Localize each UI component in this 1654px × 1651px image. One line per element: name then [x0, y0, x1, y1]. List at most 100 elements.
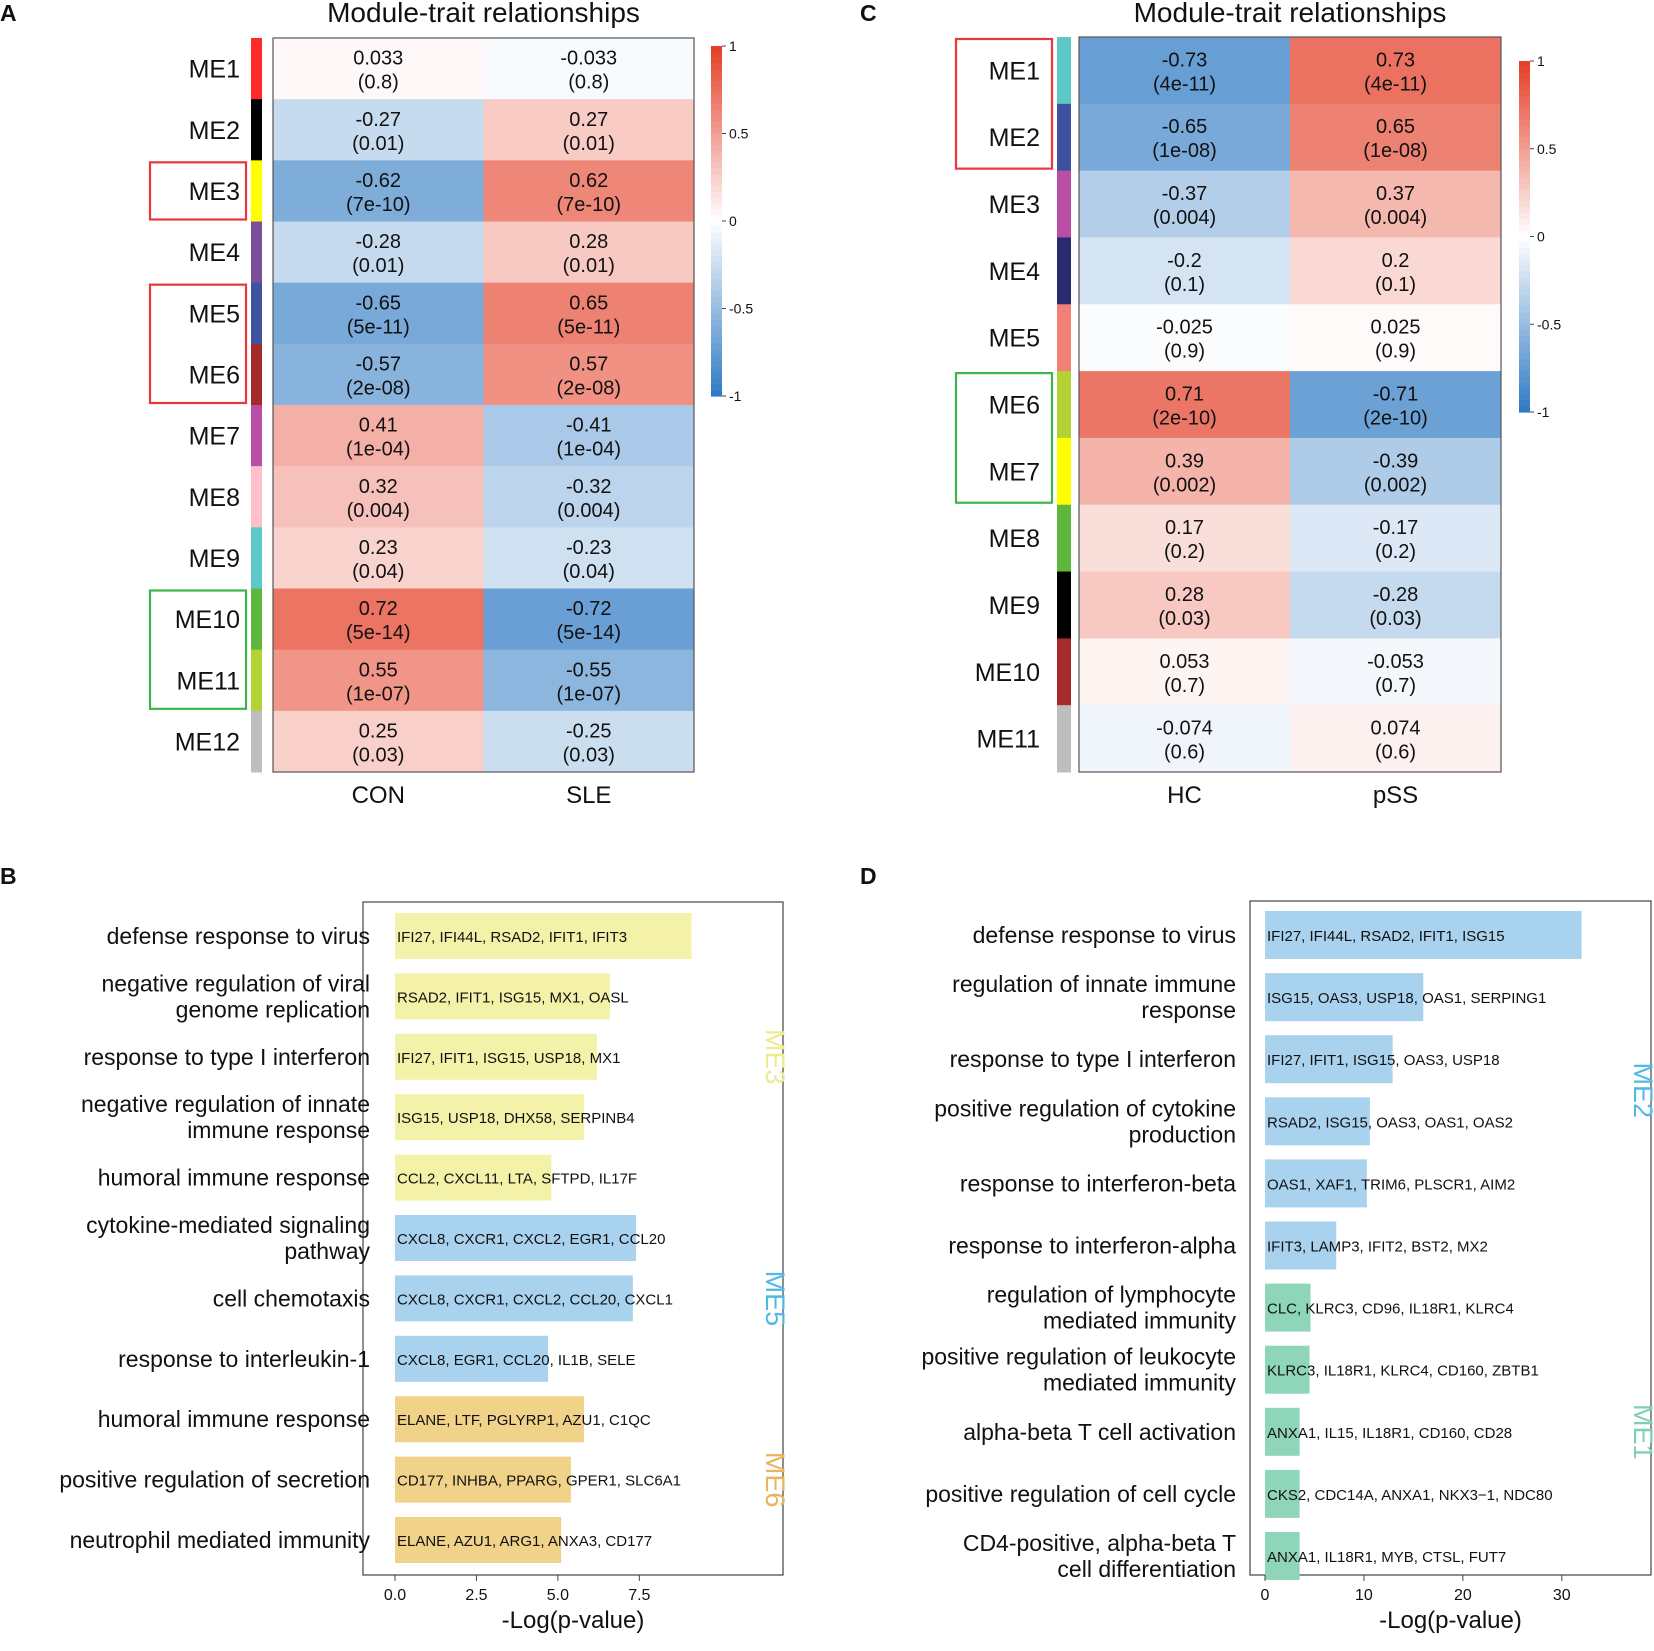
module-color-strip [1057, 237, 1071, 305]
bar-genes-bold: ANXA [1267, 1549, 1308, 1566]
cell-pvalue: (0.004) [347, 500, 410, 522]
bar-genes-rest: AZU1, C1QC [559, 1412, 651, 1429]
panel-label-a: A [0, 0, 17, 26]
term-label-line2: genome replication [176, 996, 370, 1022]
module-label: ME11 [177, 667, 240, 695]
colorbar-segment [711, 197, 722, 205]
bar-genes-bold: ISG15, OAS3, USP18, [1267, 990, 1418, 1007]
bar-genes-rest: MX1 [585, 1050, 620, 1067]
colorbar-segment [1519, 242, 1530, 249]
cell-pvalue: (1e-07) [346, 683, 410, 705]
term-label-line2: response [1141, 997, 1236, 1023]
colorbar-segment [1519, 125, 1530, 132]
cell-correlation: 0.23 [359, 537, 398, 559]
term-label-line1: CD4-positive, alpha-beta T [963, 1530, 1236, 1556]
colorbar-segment [711, 110, 722, 117]
heatmap-cell [483, 710, 695, 773]
heatmap-cell [1079, 571, 1291, 639]
module-color-strip [251, 99, 262, 161]
colorbar-segment [1519, 148, 1530, 156]
colorbar-segment [711, 326, 722, 333]
bar-genes-bold: CD177, INHBA, PPARG, [397, 1473, 562, 1490]
cell-correlation: -0.074 [1156, 718, 1213, 740]
cell-correlation: -0.23 [566, 537, 612, 559]
cell-pvalue: (0.6) [1164, 742, 1205, 764]
term-label: humoral immune response [98, 1165, 370, 1191]
heatmap-cell [483, 160, 695, 222]
colorbar-segment [711, 191, 722, 199]
heatmap-cell [273, 99, 484, 161]
colorbar-segment [711, 250, 722, 257]
module-color-strip [1057, 437, 1071, 506]
colorbar-segment [711, 296, 722, 304]
colorbar-tick-label: 0 [1537, 229, 1545, 245]
colorbar-segment [711, 343, 722, 350]
colorbar-segment [1519, 371, 1530, 378]
bar-genes-rest: GPER1, SLC6A1 [562, 1473, 681, 1490]
bar-genes-bold: ELANE, AZU1, ARG1, [397, 1533, 545, 1550]
highlight-box [954, 371, 1054, 504]
panel-label-d: D [860, 863, 877, 889]
bar-genes: IFI27, IFI44L, RSAD2, IFIT1, IFIT3 [397, 929, 627, 946]
term-label: neutrophil mediated immunity [70, 1527, 371, 1553]
bar-genes-bold: ELANE, LTF, PGLYRP1, [397, 1412, 559, 1429]
heatmap-cell [483, 38, 695, 100]
cell-correlation: -0.27 [355, 109, 401, 131]
cell-pvalue: (0.004) [557, 500, 620, 522]
panel-label-c: C [860, 0, 877, 26]
module-color-strip [1057, 170, 1071, 238]
colorbar-segment [1519, 236, 1530, 243]
module-color-strip [251, 649, 262, 712]
bar-genes-rest: SFTPD, IL17F [537, 1171, 637, 1188]
cell-pvalue: (0.6) [1375, 742, 1416, 764]
column-label: SLE [566, 782, 611, 809]
heatmap-cell [273, 649, 484, 712]
bar-genes-rest: P3, IFIT2, BST2, MX2 [1341, 1239, 1488, 1256]
module-color-strip [1057, 504, 1071, 573]
cell-pvalue: (5e-11) [557, 316, 620, 338]
colorbar-segment [1519, 61, 1530, 68]
cell-correlation: 0.17 [1165, 517, 1204, 539]
term-label: positive regulation of secretion [59, 1467, 370, 1493]
bar [1265, 973, 1424, 1022]
bar [1265, 1407, 1300, 1456]
module-color-strip [1057, 304, 1071, 372]
module-label: ME2 [989, 124, 1040, 152]
colorbar-segment [1519, 341, 1530, 349]
colorbar-segment [1519, 96, 1530, 103]
heatmap-cell [1290, 37, 1502, 105]
bar-genes: ELANE, LTF, PGLYRP1, AZU1, C1QC [397, 1412, 651, 1429]
colorbar-segment [711, 355, 722, 362]
cell-pvalue: (0.8) [568, 72, 609, 94]
module-label: ME10 [175, 606, 240, 634]
colorbar-segment [711, 308, 722, 315]
cell-pvalue: (2e-10) [1152, 408, 1216, 430]
highlight-box [148, 283, 248, 405]
module-color-strip [1057, 571, 1071, 639]
colorbar-segment [1519, 78, 1530, 85]
cell-pvalue: (0.01) [352, 255, 404, 277]
heatmap-cell [273, 405, 484, 467]
heatmap-cell [1290, 170, 1502, 238]
colorbar-segment [711, 209, 722, 216]
bar-genes: ISG15, USP18, DHX58, SERPINB4 [397, 1110, 635, 1127]
heatmap-cell [483, 466, 695, 528]
module-color-strip [251, 710, 262, 773]
colorbar-segment [711, 302, 722, 310]
bar-genes-bold: RSAD2, ISG15 [1267, 1114, 1368, 1131]
bar [1265, 1159, 1367, 1208]
colorbar-segment [1519, 388, 1530, 396]
colorbar-segment [711, 127, 722, 135]
term-label-line1: positive regulation of leukocyte [921, 1344, 1236, 1370]
colorbar-segment [711, 238, 722, 245]
colorbar-segment [1519, 400, 1530, 407]
colorbar-segment [1519, 113, 1530, 121]
bar-genes-rest: 15, OAS3, USP18 [1379, 1052, 1500, 1069]
cell-correlation: -0.053 [1367, 651, 1424, 673]
colorbar-segment [1519, 306, 1530, 314]
heatmap-cell [1079, 237, 1291, 305]
term-label: response to interferon-beta [960, 1170, 1236, 1196]
colorbar-segment [711, 285, 722, 292]
colorbar-tick-label: 0.5 [729, 126, 749, 142]
colorbar-segment [711, 92, 722, 100]
